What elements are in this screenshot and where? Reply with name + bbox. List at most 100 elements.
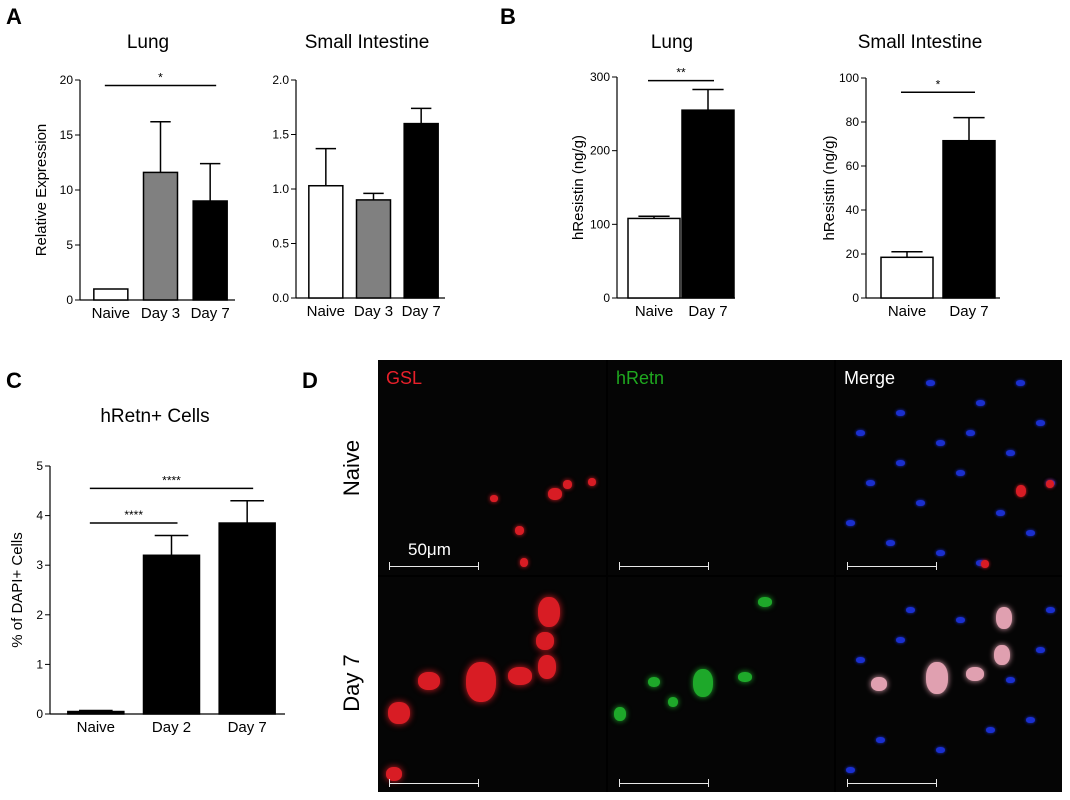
gsl-cell: [418, 672, 440, 690]
chart-a-lung: Lung 0 5 10 15 20 Relative Expression Naive Day …: [33, 32, 235, 322]
x-tick-label: Day 2: [152, 719, 191, 736]
chart-title: Small Intestine: [858, 32, 983, 53]
y-tick-label: 4: [36, 509, 43, 523]
merge-cell: [966, 667, 984, 681]
dapi-nucleus: [1016, 380, 1025, 386]
scale-bar: [619, 562, 709, 570]
gsl-cell: [388, 702, 410, 724]
dapi-nucleus: [856, 430, 865, 436]
gsl-cell: [520, 558, 528, 567]
column-label-gsl: GSL: [386, 368, 423, 388]
dapi-nucleus: [976, 560, 985, 566]
bar-naive: [93, 288, 129, 301]
dapi-nucleus: [1006, 450, 1015, 456]
micrograph-panel: GSL hRetn Merge 50μm: [378, 360, 1062, 792]
x-tick-label: Day 7: [191, 305, 230, 322]
scale-bar: [619, 779, 709, 787]
significance-label: ****: [124, 508, 143, 522]
dapi-nucleus: [846, 767, 855, 773]
y-tick-label: 0: [36, 707, 43, 721]
significance-label: ****: [162, 473, 181, 487]
merge-cell: [926, 662, 948, 694]
hretn-cell: [758, 597, 772, 607]
chart-a-si: Small Intestine 0.0 0.5 1.0 1.5 2.0 Naive Day 3…: [272, 32, 445, 320]
x-tick-label: Day 3: [141, 305, 180, 322]
y-tick-label: 1.5: [272, 128, 289, 142]
x-tick-label: Day 7: [949, 303, 988, 320]
scale-bar: [389, 779, 479, 787]
dapi-nucleus: [1026, 530, 1035, 536]
y-axis-label: hResistin (ng/g): [570, 135, 587, 240]
y-tick-label: 5: [66, 238, 73, 252]
gsl-cell: [563, 480, 572, 489]
significance-label: **: [676, 66, 686, 80]
bar-day-7: [192, 200, 228, 301]
dapi-nucleus: [926, 380, 935, 386]
scale-bar-label: 50μm: [408, 540, 451, 559]
y-axis-label: Relative Expression: [33, 124, 50, 257]
chart-b-si: Small Intestine 0 20 40 60 80 100 hResistin (ng…: [821, 32, 1000, 320]
merge-cell: [981, 560, 989, 568]
tile-naive-gsl: GSL: [378, 360, 606, 575]
chart-title: hRetn+ Cells: [100, 406, 209, 427]
scale-bar: [847, 562, 937, 570]
dapi-nucleus: [906, 607, 915, 613]
merge-cell: [871, 677, 887, 691]
y-tick-label: 0: [603, 291, 610, 305]
gsl-cell: [490, 495, 498, 502]
y-tick-label: 40: [846, 203, 860, 217]
gsl-cell: [538, 655, 556, 679]
y-tick-label: 3: [36, 558, 43, 572]
panel-label-c: C: [6, 368, 22, 393]
panel-label-d: D: [302, 368, 318, 393]
y-tick-label: 2: [36, 608, 43, 622]
gsl-cell: [508, 667, 532, 685]
y-tick-label: 60: [846, 159, 860, 173]
row-label-day7: Day 7: [339, 654, 364, 712]
dapi-nucleus: [896, 410, 905, 416]
gsl-cell: [515, 526, 524, 535]
hretn-cell: [648, 677, 660, 687]
row-label-naive: Naive: [339, 439, 364, 497]
x-tick-label: Day 3: [354, 303, 393, 320]
y-tick-label: 0.0: [272, 291, 289, 305]
y-tick-label: 80: [846, 115, 860, 129]
merge-cell: [996, 607, 1012, 629]
y-tick-label: 100: [590, 217, 610, 231]
dapi-nucleus: [866, 480, 875, 486]
significance-label: *: [158, 71, 163, 85]
dapi-nucleus: [996, 510, 1005, 516]
y-tick-label: 5: [36, 459, 43, 473]
y-tick-label: 20: [846, 247, 860, 261]
dapi-nucleus: [1036, 647, 1045, 653]
bar-day-7: [218, 522, 276, 715]
bar-day-7: [942, 139, 996, 299]
y-tick-label: 0: [66, 293, 73, 307]
tile-naive-merge: Merge: [836, 360, 1062, 575]
chart-title: Lung: [651, 32, 693, 53]
dapi-nucleus: [936, 550, 945, 556]
y-axis-label: hResistin (ng/g): [821, 135, 838, 240]
column-label-merge: Merge: [844, 368, 896, 388]
dapi-nucleus: [936, 440, 945, 446]
x-tick-label: Naive: [635, 303, 673, 320]
y-tick-label: 0.5: [272, 237, 289, 251]
gsl-cell: [386, 767, 402, 781]
bar-day-7: [403, 122, 439, 299]
tile-day7-merge: [836, 577, 1062, 792]
x-tick-label: Naive: [77, 719, 115, 736]
y-tick-label: 100: [839, 71, 859, 85]
tile-naive-hretn: hRetn: [608, 360, 834, 575]
hretn-cell: [693, 669, 713, 697]
y-tick-label: 1: [36, 657, 43, 671]
x-tick-label: Naive: [307, 303, 345, 320]
merge-cell: [1016, 485, 1026, 497]
chart-title: Small Intestine: [305, 32, 430, 53]
bar-day-3: [142, 171, 179, 301]
y-tick-label: 0: [852, 291, 859, 305]
gsl-cell: [538, 597, 560, 627]
dapi-nucleus: [976, 400, 985, 406]
dapi-nucleus: [1046, 607, 1055, 613]
chart-c: hRetn+ Cells 0 1 2 3 4 5 % of DAPI+ Cells Naive D…: [9, 406, 285, 736]
